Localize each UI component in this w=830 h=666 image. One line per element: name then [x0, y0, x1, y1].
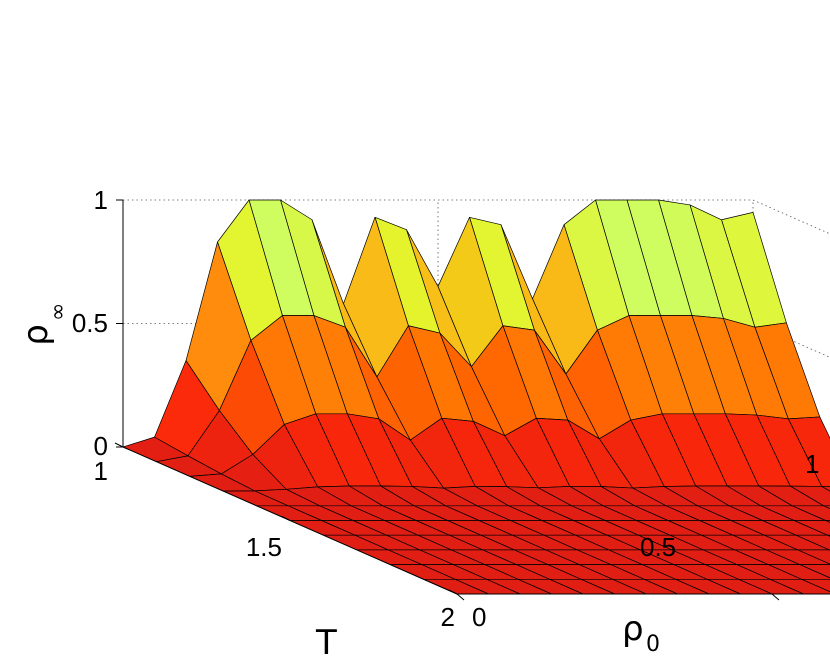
x-axis-label: ρ 0: [622, 609, 660, 657]
svg-text:ρ: ρ: [16, 324, 56, 346]
x-tick-label-0: 0: [472, 602, 486, 632]
z-axis-label: ρ ∞: [16, 303, 71, 346]
y-axis-label: T: [315, 623, 337, 663]
x-tick-label-0.5: 0.5: [640, 532, 676, 562]
y-axis-tick-2: [448, 589, 458, 595]
y-tick-label-1: 1: [94, 456, 108, 486]
svg-text:0: 0: [646, 632, 660, 657]
y-axis-tick-1: [281, 516, 291, 521]
z-tick-label-0: 0: [94, 431, 108, 461]
axes: [114, 199, 830, 601]
z-tick-label-0.5: 0.5: [72, 308, 108, 338]
y-tick-label-2: 2: [441, 602, 455, 632]
x-axis-tick-1: [771, 593, 780, 601]
x-axis-tick-0: [456, 593, 465, 601]
z-tick-label-1: 1: [94, 185, 108, 215]
x-tick-label-1: 1: [805, 449, 819, 479]
tick-labels: 0 0.5 1 1 1.5 2 0 0.5 1: [72, 185, 820, 632]
svg-text:∞: ∞: [46, 303, 71, 321]
svg-text:ρ: ρ: [622, 609, 644, 649]
surface: [122, 199, 830, 595]
axis-labels: ρ ∞ T ρ 0: [16, 303, 660, 663]
y-tick-label-1.5: 1.5: [246, 532, 282, 562]
y-axis-tick-0: [114, 442, 124, 448]
